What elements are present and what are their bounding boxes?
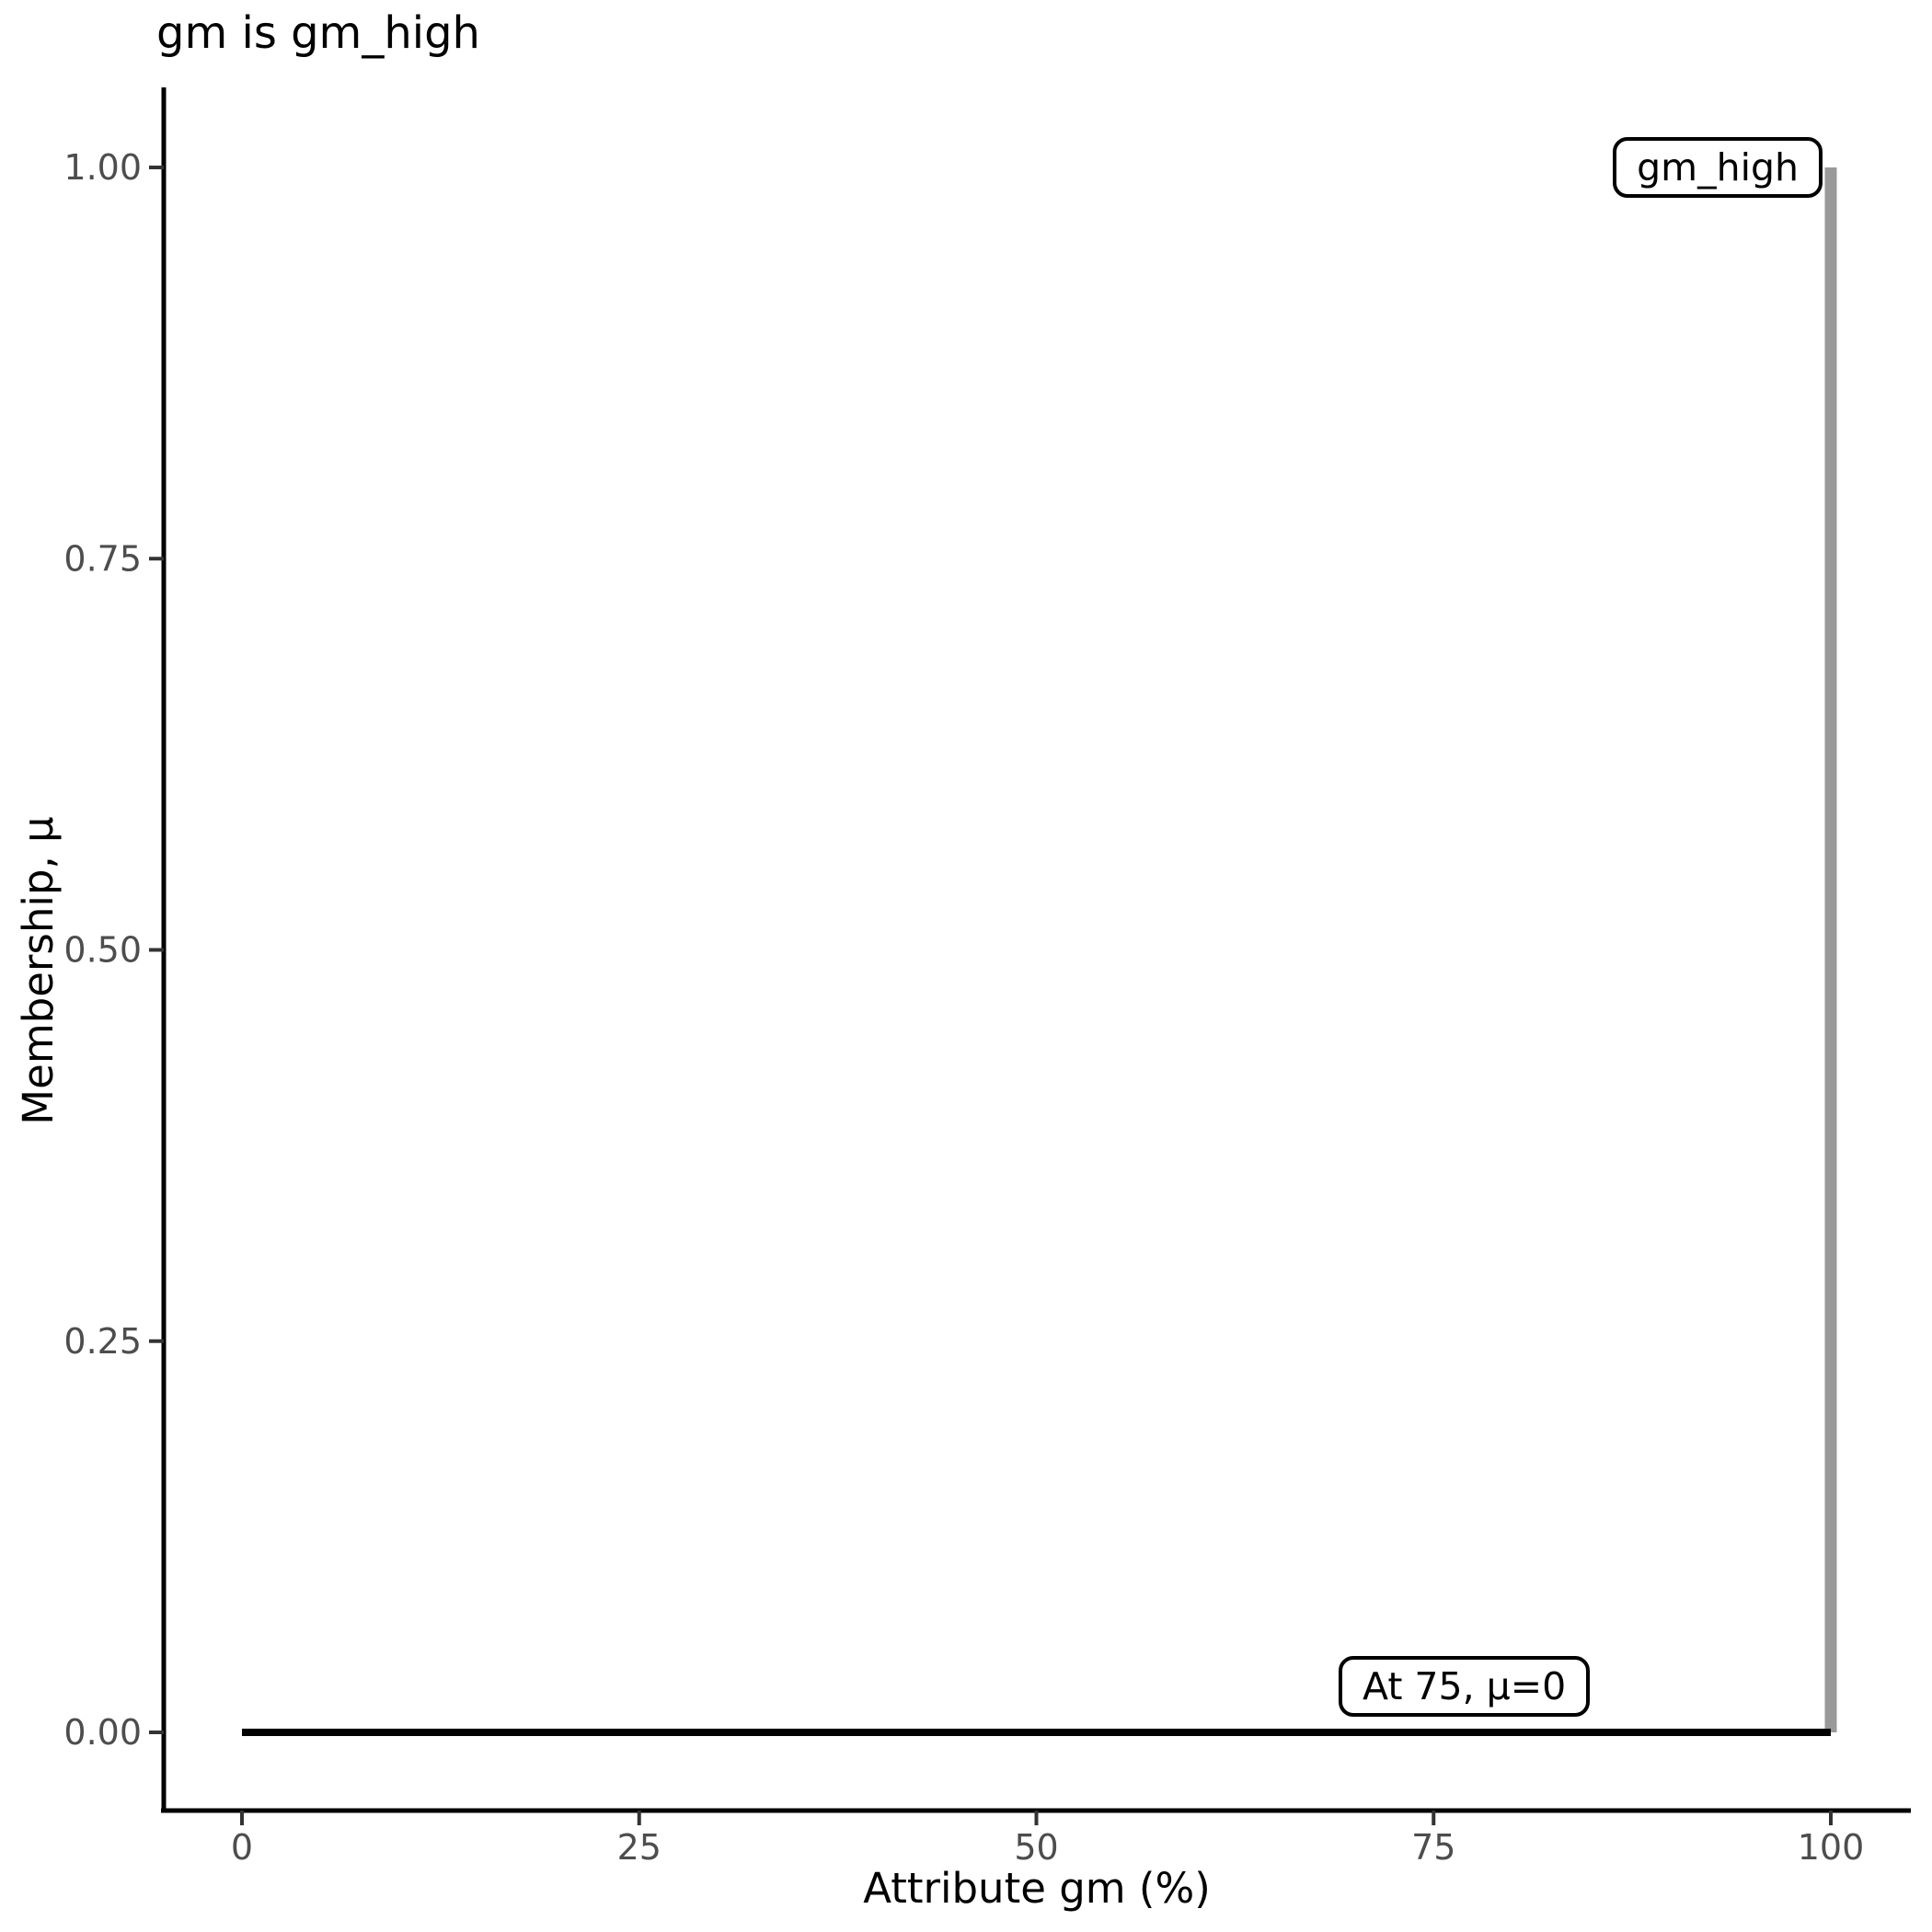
x-tick-label: 50: [1014, 1827, 1058, 1868]
y-tick-label: 0.00: [63, 1712, 142, 1753]
y-tick-label: 0.25: [63, 1321, 142, 1362]
annotation-gm-high: gm_high: [1613, 137, 1823, 198]
y-tick-label: 1.00: [63, 147, 142, 188]
y-tick-label: 0.75: [63, 538, 142, 579]
y-tick-label: 0.50: [63, 930, 142, 971]
series-group: [242, 167, 1837, 1736]
chart-title: gm is gm_high: [156, 7, 480, 59]
y-axis-title: Membership, μ: [14, 816, 63, 1125]
x-tick-label: 100: [1798, 1827, 1865, 1868]
x-tick-label: 0: [231, 1827, 253, 1868]
x-tick-label: 25: [617, 1827, 661, 1868]
ticks-group: 0 25 50 75 100 0.00 0.25 0.50 0.75 1.00: [63, 147, 1864, 1868]
x-axis-title: Attribute gm (%): [863, 1864, 1211, 1913]
annotation-at-75: At 75, μ=0: [1339, 1656, 1591, 1717]
x-tick-label: 75: [1411, 1827, 1455, 1868]
